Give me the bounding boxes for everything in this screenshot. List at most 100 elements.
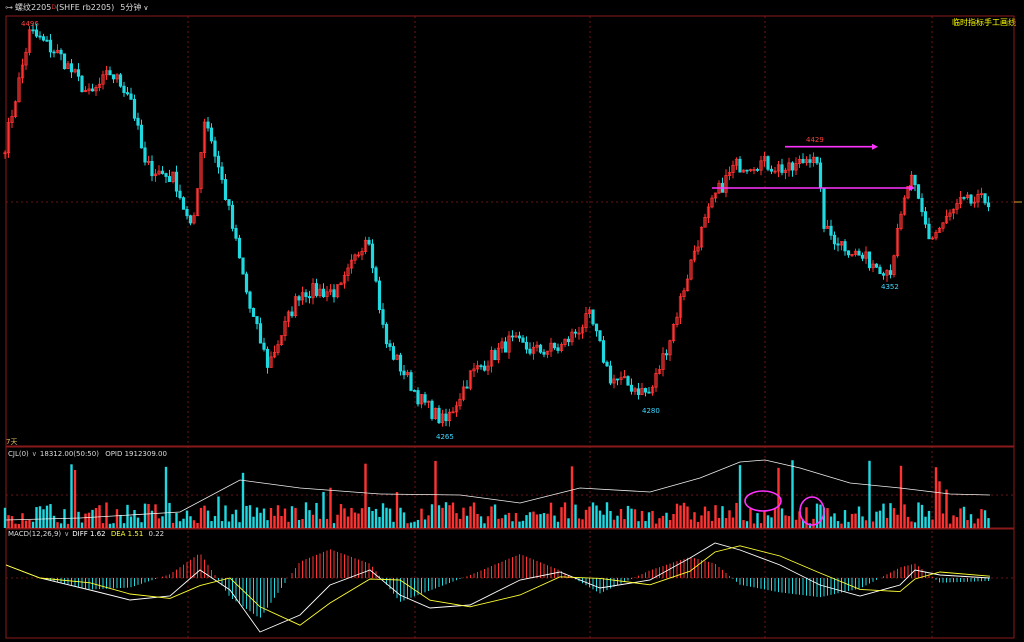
candle-body bbox=[381, 309, 385, 325]
candle-body bbox=[388, 343, 392, 347]
candle-body bbox=[146, 160, 151, 163]
candle-body bbox=[776, 164, 781, 172]
chevron-down-icon[interactable]: ∨ bbox=[64, 530, 70, 538]
chart-header: ⊶ 螺纹2205D(SHFE rb2205) 5分钟 ∨ bbox=[0, 0, 1024, 15]
candle-body bbox=[391, 346, 396, 360]
timeframe-selector[interactable]: 5分钟 ∨ bbox=[120, 3, 148, 12]
candle-body bbox=[276, 344, 280, 353]
candle-body bbox=[251, 307, 256, 317]
candle-body bbox=[570, 331, 574, 343]
volume-bar bbox=[588, 506, 591, 528]
arrow-head bbox=[909, 185, 915, 191]
candle-body bbox=[241, 257, 245, 275]
candle-body bbox=[577, 332, 581, 335]
volume-bar bbox=[931, 519, 934, 528]
timeframe-label: 5分钟 bbox=[120, 3, 142, 12]
volume-bar bbox=[861, 516, 864, 528]
volume-bar bbox=[10, 516, 14, 528]
dif-line bbox=[5, 542, 991, 633]
candle-body bbox=[598, 330, 602, 342]
volume-bar bbox=[420, 508, 423, 528]
volume-bar bbox=[983, 510, 987, 528]
volume-bar bbox=[896, 514, 899, 528]
volume-bar bbox=[427, 515, 430, 528]
volume-bar bbox=[451, 502, 455, 528]
candle-body bbox=[678, 296, 683, 318]
link-icon[interactable]: ⊶ bbox=[5, 3, 13, 12]
volume-bar bbox=[59, 523, 63, 528]
candle-body bbox=[857, 250, 861, 256]
candle-body bbox=[416, 390, 420, 405]
volume-bar bbox=[311, 514, 315, 528]
candle-body bbox=[689, 259, 693, 280]
volume-bar bbox=[332, 523, 336, 528]
volume-bar bbox=[577, 518, 581, 528]
candle-body bbox=[13, 101, 18, 117]
candle-body bbox=[629, 384, 634, 392]
candle-body bbox=[822, 187, 826, 229]
candle-body bbox=[181, 197, 186, 210]
volume-bar bbox=[343, 508, 346, 528]
chevron-down-icon[interactable]: ∨ bbox=[31, 450, 37, 458]
volume-bar bbox=[693, 512, 696, 528]
price-label: 4352 bbox=[881, 283, 899, 292]
candle-body bbox=[255, 316, 259, 325]
candle-body bbox=[209, 127, 214, 142]
volume-bar bbox=[157, 518, 161, 528]
volume-bar bbox=[297, 519, 301, 528]
candle-body bbox=[552, 342, 557, 349]
volume-bar bbox=[567, 518, 570, 528]
volume-bar bbox=[742, 520, 745, 528]
candle-body bbox=[377, 280, 382, 311]
volume-bar bbox=[836, 521, 840, 528]
volume-bar bbox=[455, 513, 458, 528]
volume-bar bbox=[819, 504, 822, 528]
candle-body bbox=[601, 340, 606, 363]
candle-body bbox=[125, 92, 130, 95]
candle-body bbox=[293, 296, 298, 317]
volume-bar bbox=[266, 520, 269, 528]
volume-bar bbox=[581, 519, 584, 528]
volume-bar bbox=[721, 506, 724, 528]
volume-bar bbox=[584, 509, 588, 528]
volume-bar bbox=[406, 523, 409, 528]
volume-bar bbox=[959, 508, 962, 528]
candle-body bbox=[360, 251, 364, 256]
volume-bar bbox=[612, 519, 616, 528]
candle-body bbox=[346, 267, 350, 276]
candle-body bbox=[199, 152, 203, 190]
candle-body bbox=[220, 166, 224, 180]
volume-bar bbox=[437, 505, 441, 528]
volume-bar bbox=[514, 513, 518, 528]
candle-body bbox=[524, 341, 529, 350]
candle-body bbox=[741, 169, 746, 173]
price-label: 4280 bbox=[642, 407, 660, 415]
candle-body bbox=[853, 250, 858, 255]
volume-bar bbox=[899, 465, 903, 528]
volume-bar bbox=[35, 507, 38, 528]
dif-value: DIFF 1.62 bbox=[72, 530, 106, 538]
candle-body bbox=[818, 162, 823, 189]
volume-bar bbox=[798, 511, 801, 528]
volume-bar bbox=[651, 510, 654, 528]
volume-bar bbox=[52, 515, 56, 528]
volume-bar bbox=[115, 509, 119, 528]
volume-bar bbox=[777, 467, 780, 528]
volume-bar bbox=[518, 521, 521, 528]
volume-bar bbox=[885, 517, 889, 528]
volume-value: 18312.00(50:50) bbox=[39, 450, 99, 458]
volume-bar bbox=[339, 504, 343, 528]
candle-body bbox=[143, 147, 147, 163]
volume-bar bbox=[423, 519, 427, 528]
candle-body bbox=[699, 226, 704, 248]
candle-body bbox=[951, 208, 956, 214]
volume-bar bbox=[829, 516, 833, 528]
volume-bar bbox=[273, 515, 276, 528]
candle-body bbox=[227, 199, 231, 206]
candle-body bbox=[423, 394, 427, 403]
candle-body bbox=[384, 323, 389, 345]
candle-body bbox=[503, 341, 508, 353]
candle-body bbox=[769, 168, 774, 172]
candle-body bbox=[213, 140, 217, 157]
